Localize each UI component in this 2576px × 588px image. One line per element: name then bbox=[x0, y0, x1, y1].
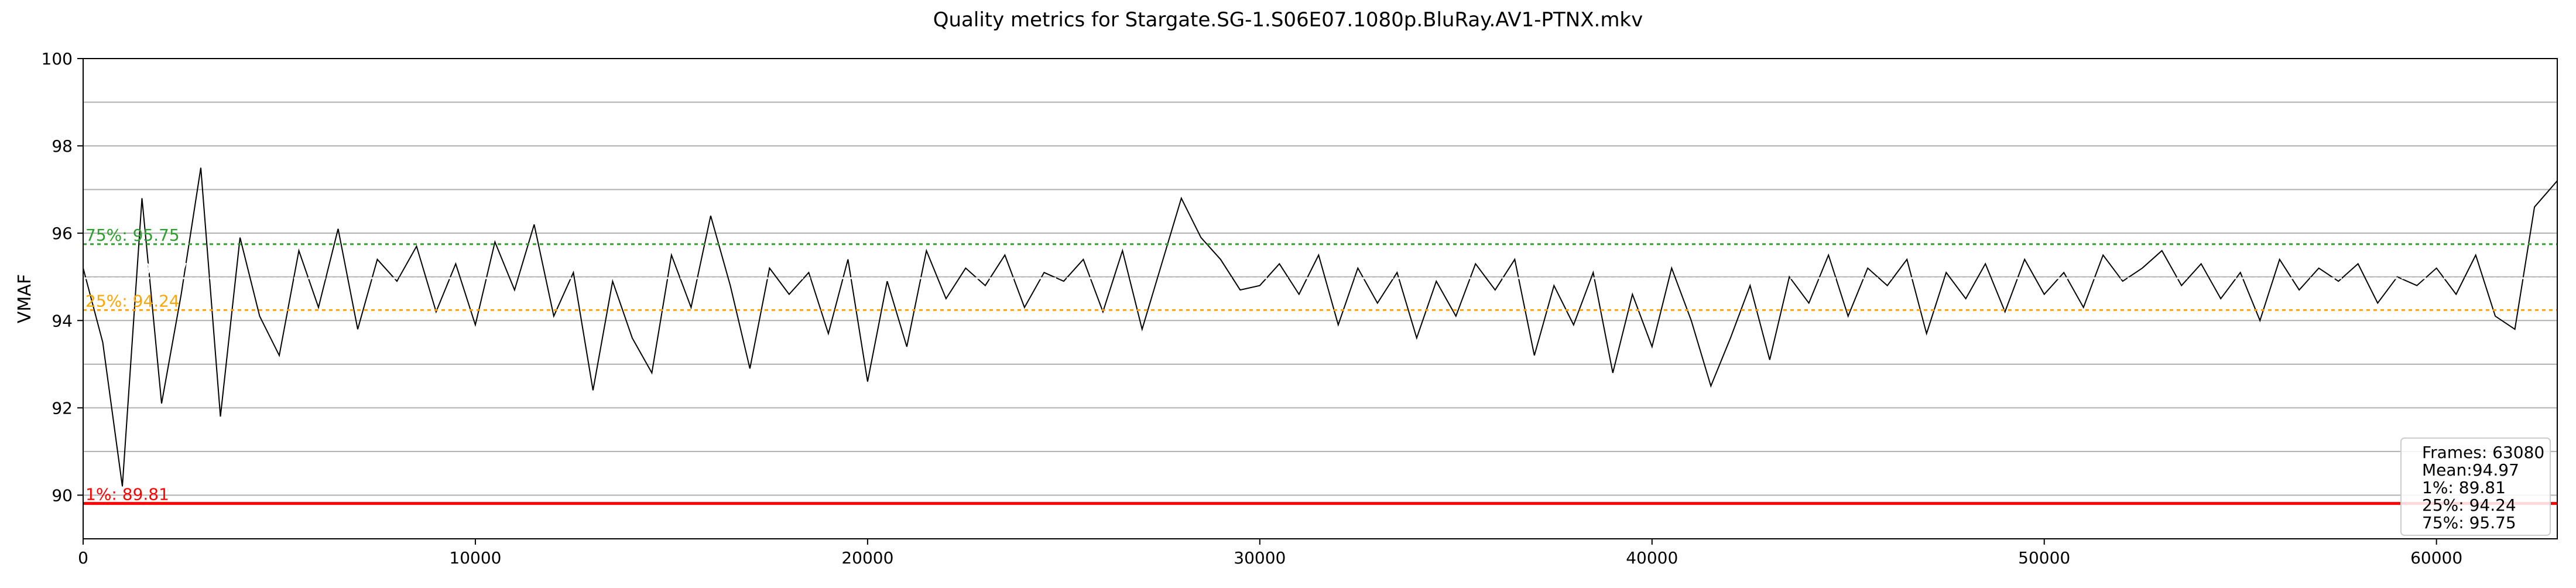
y-tick-label: 94 bbox=[52, 311, 73, 330]
y-tick-label: 100 bbox=[42, 49, 73, 69]
legend-box bbox=[2400, 437, 2551, 536]
reference-label-2: 25%: 94.24 bbox=[85, 291, 180, 310]
y-tick-label: 92 bbox=[52, 398, 73, 418]
series-line-0 bbox=[83, 167, 2558, 487]
x-tick-label: 60000 bbox=[2410, 548, 2462, 568]
x-tick-label: 30000 bbox=[1234, 548, 1286, 568]
y-tick-label: 96 bbox=[52, 224, 73, 243]
x-tick-label: 0 bbox=[78, 548, 88, 568]
reference-label-3: 1%: 89.81 bbox=[85, 485, 169, 504]
x-tick-label: 20000 bbox=[841, 548, 893, 568]
plot-frame bbox=[83, 58, 2558, 539]
y-tick-label: 98 bbox=[52, 136, 73, 156]
x-tick-label: 50000 bbox=[2018, 548, 2070, 568]
reference-label-1: Mean: 94.97 bbox=[85, 259, 188, 279]
x-tick-label: 10000 bbox=[449, 548, 501, 568]
legend-entry: 75%: 95.75 bbox=[2422, 513, 2516, 532]
axes-layer: 0 10000 20000 30000 40000 50000 60000 90 92 94 96 9… bbox=[42, 49, 2558, 568]
reference-lines-layer: 75%: 95.75 Mean: 94.97 25%: 94.24 1%: 89.81 bbox=[83, 225, 2557, 505]
series-layer bbox=[83, 167, 2558, 487]
y-axis-title: VMAF bbox=[15, 274, 35, 323]
chart-title: Quality metrics for Stargate.SG-1.S06E07… bbox=[933, 8, 1643, 32]
y-tick-label: 90 bbox=[52, 486, 73, 505]
legend-entry: Mean:94.97 bbox=[2422, 460, 2519, 480]
reference-label-0: 75%: 95.75 bbox=[85, 225, 180, 245]
x-tick-label: 40000 bbox=[1626, 548, 1678, 568]
legend-entry: Frames: 63080 bbox=[2422, 443, 2544, 462]
legend-entry: 25%: 94.24 bbox=[2422, 495, 2516, 515]
legend-entry: 1%: 89.81 bbox=[2422, 478, 2506, 497]
